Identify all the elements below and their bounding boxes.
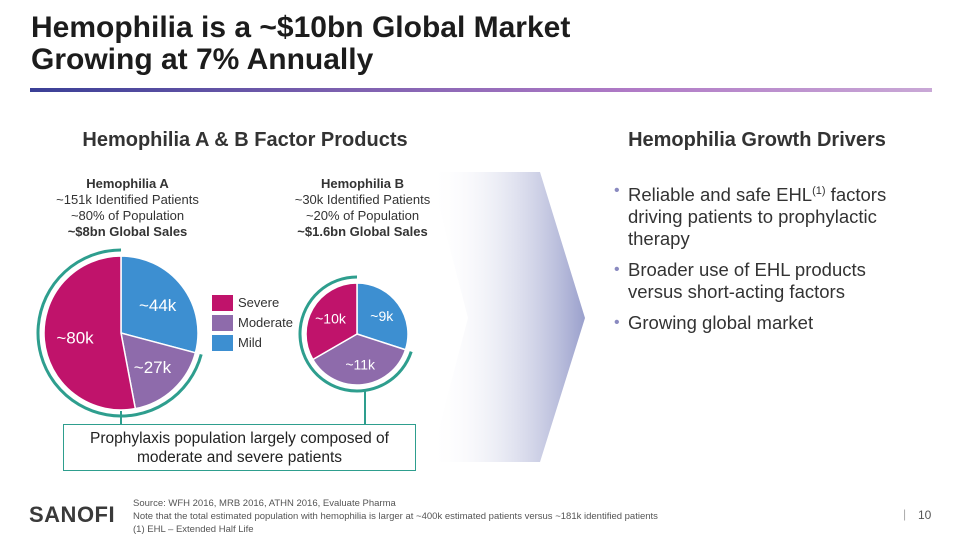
- page-number: 10: [918, 508, 932, 522]
- hemophilia-a-prophylaxis-arc: [36, 248, 203, 418]
- hemophilia-b-population: ~20% of Population: [305, 208, 420, 223]
- hemophilia-a-info: Hemophilia A ~151k Identified Patients ~…: [40, 176, 215, 240]
- hemophilia-b-name: Hemophilia B: [320, 176, 405, 191]
- footer-notes: Source: WFH 2016, MRB 2016, ATHN 2016, E…: [133, 497, 658, 536]
- hemophilia-b-slice-label-mild: ~9k: [370, 308, 394, 324]
- growth-driver-2-text: Broader use of EHL products versus short…: [628, 259, 866, 303]
- title-line-2: Growing at 7% Annually: [31, 43, 374, 76]
- hemophilia-b-slice-severe: [305, 282, 358, 361]
- callout-line-2: moderate and severe patients: [136, 449, 343, 466]
- hemophilia-b-prophylaxis-arc: [298, 275, 413, 393]
- hemophilia-b-slice-label-moderate: ~11k: [345, 356, 376, 372]
- legend-swatch-mild: [212, 334, 233, 351]
- chevron-arrow: [430, 172, 585, 462]
- footer-footnote: (1) EHL – Extended Half Life: [133, 524, 254, 535]
- footer-note: Note that the total estimated population…: [133, 511, 658, 522]
- sanofi-logo: SANOFI: [29, 502, 116, 527]
- growth-drivers-list: Reliable and safe EHL(1) factors driving…: [612, 180, 912, 343]
- hemophilia-a-population: ~80% of Population: [70, 208, 185, 223]
- legend-swatch-severe: [212, 294, 233, 311]
- legend-swatch-moderate: [212, 314, 233, 331]
- footnote-marker: (1): [812, 185, 826, 197]
- hemophilia-a-slice-label-mild: ~44k: [139, 296, 177, 315]
- page-title: Hemophilia is a ~$10bn Global Market Gro…: [31, 12, 570, 76]
- hemophilia-b-patients: ~30k Identified Patients: [294, 192, 431, 207]
- hemophilia-b-pie: ~9k ~11k ~10k: [305, 282, 409, 386]
- growth-driver-3: Growing global market: [612, 312, 912, 334]
- footer-source: Source: WFH 2016, MRB 2016, ATHN 2016, E…: [133, 498, 396, 509]
- hemophilia-b-sales: ~$1.6bn Global Sales: [297, 224, 428, 239]
- growth-driver-2: Broader use of EHL products versus short…: [612, 259, 912, 303]
- hemophilia-b-slice-label-severe: ~10k: [315, 311, 347, 327]
- right-section-heading: Hemophilia Growth Drivers: [628, 129, 886, 151]
- hemophilia-a-pie: ~44k ~27k ~80k: [43, 255, 199, 411]
- growth-driver-3-text: Growing global market: [628, 312, 814, 334]
- legend-label-severe: Severe: [238, 295, 280, 310]
- hemophilia-a-slice-moderate: [120, 331, 197, 410]
- hemophilia-a-slice-severe: [43, 255, 137, 411]
- left-section-heading: Hemophilia A & B Factor Products: [82, 129, 408, 151]
- legend-item-moderate: Moderate: [212, 313, 293, 332]
- hemophilia-a-sales: ~$8bn Global Sales: [67, 224, 188, 239]
- hemophilia-a-name: Hemophilia A: [86, 176, 169, 191]
- footer-separator: |: [903, 507, 907, 521]
- hemophilia-a-slice-label-severe: ~80k: [56, 328, 94, 347]
- growth-driver-1-rest: factors driving patients to prophylactic…: [628, 184, 887, 250]
- title-divider: [30, 88, 932, 92]
- prophylaxis-callout: Prophylaxis population largely composed …: [63, 424, 416, 471]
- severity-legend: Severe Moderate Mild: [212, 293, 293, 353]
- hemophilia-b-info: Hemophilia B ~30k Identified Patients ~2…: [275, 176, 450, 240]
- legend-item-mild: Mild: [212, 333, 293, 352]
- legend-label-moderate: Moderate: [238, 315, 293, 330]
- hemophilia-a-patients: ~151k Identified Patients: [56, 192, 199, 207]
- growth-driver-1: Reliable and safe EHL(1) factors driving…: [612, 180, 912, 250]
- legend-label-mild: Mild: [238, 335, 262, 350]
- legend-item-severe: Severe: [212, 293, 293, 312]
- growth-driver-1-text: Reliable and safe EHL: [628, 184, 813, 206]
- title-line-1: Hemophilia is a ~$10bn Global Market: [31, 11, 571, 44]
- hemophilia-b-slice-mild: [356, 282, 409, 351]
- hemophilia-a-slice-mild: [120, 255, 199, 354]
- hemophilia-a-slice-label-moderate: ~27k: [134, 358, 172, 377]
- callout-line-1: Prophylaxis population largely composed …: [90, 430, 389, 447]
